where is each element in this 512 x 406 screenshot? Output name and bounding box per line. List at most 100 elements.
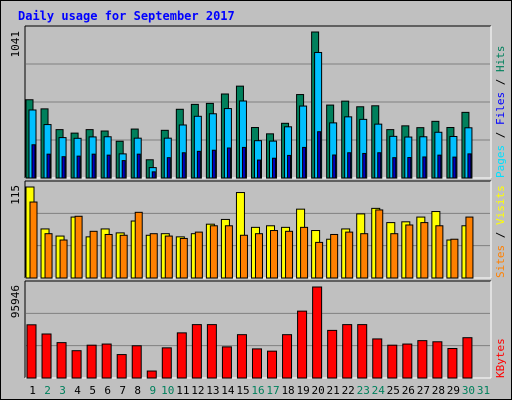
sites-bar bbox=[285, 230, 294, 279]
sites-bar bbox=[134, 211, 143, 279]
kbytes-bar bbox=[372, 338, 383, 379]
x-axis-day-label: 12 bbox=[191, 384, 204, 397]
kbytes-panel bbox=[24, 280, 492, 379]
sites-bar bbox=[420, 222, 429, 279]
legend-label-top: Pages / Files / Hits bbox=[494, 46, 507, 179]
pages-bar bbox=[437, 154, 442, 179]
x-axis-day-label: 30 bbox=[462, 384, 475, 397]
sites-bar bbox=[300, 226, 309, 279]
x-axis-day-label: 4 bbox=[74, 384, 81, 397]
sites-bar bbox=[315, 241, 324, 279]
x-axis-day-label: 16 bbox=[251, 384, 264, 397]
pages-bar bbox=[452, 156, 457, 179]
kbytes-bar bbox=[236, 334, 247, 379]
sites-bar bbox=[345, 231, 354, 279]
x-axis-day-label: 11 bbox=[176, 384, 189, 397]
kbytes-bar bbox=[41, 333, 52, 379]
chart-title: Daily usage for September 2017 bbox=[18, 9, 235, 23]
kbytes-bar bbox=[176, 332, 187, 379]
kbytes-bar bbox=[116, 354, 127, 379]
pages-bar bbox=[377, 152, 382, 179]
kbytes-bar bbox=[327, 329, 338, 379]
pages-bar bbox=[196, 150, 201, 179]
sites-bar bbox=[360, 233, 369, 279]
pages-bar bbox=[407, 157, 412, 179]
pages-bar bbox=[302, 146, 307, 179]
hits-files-pages-panel bbox=[24, 25, 492, 179]
sites-bar bbox=[405, 224, 414, 279]
kbytes-bar bbox=[357, 324, 368, 379]
kbytes-bar bbox=[432, 341, 443, 379]
x-axis-day-label: 19 bbox=[296, 384, 309, 397]
x-axis-day-label: 6 bbox=[104, 384, 111, 397]
sites-bar bbox=[254, 233, 263, 279]
y-axis-max-label: 115 bbox=[9, 185, 22, 205]
kbytes-bar bbox=[312, 286, 323, 379]
sites-bar bbox=[375, 209, 384, 279]
pages-bar bbox=[31, 144, 36, 179]
legend-label-middle: Sites / Visits bbox=[494, 185, 507, 278]
y-axis-labels: 1041 115 95946 bbox=[9, 31, 22, 318]
x-axis-day-label: 25 bbox=[387, 384, 400, 397]
sites-bar bbox=[164, 235, 173, 279]
sites-bar bbox=[239, 234, 248, 279]
x-axis-day-label: 13 bbox=[206, 384, 219, 397]
x-axis-day-label: 29 bbox=[447, 384, 460, 397]
pages-bar bbox=[226, 147, 231, 179]
x-axis-labels: 1 2 3 4 5 6 7 8 9 10 11 12 13 14 15 16 17 18 19 20 21 22 23 24 2… bbox=[29, 384, 490, 397]
sites-bar bbox=[435, 225, 444, 279]
x-axis-day-label: 15 bbox=[236, 384, 249, 397]
kbytes-bar bbox=[462, 337, 473, 379]
pages-bar bbox=[121, 160, 126, 179]
pages-bar bbox=[166, 157, 171, 179]
x-axis-day-label: 22 bbox=[342, 384, 355, 397]
sites-bar bbox=[330, 233, 339, 279]
sites-bar bbox=[59, 239, 68, 279]
sites-bar bbox=[270, 230, 279, 279]
x-axis-day-label: 20 bbox=[312, 384, 325, 397]
pages-bar bbox=[211, 149, 216, 179]
pages-bar bbox=[317, 131, 322, 179]
kbytes-bar bbox=[342, 324, 353, 379]
x-axis-day-label: 14 bbox=[221, 384, 235, 397]
kbytes-bar bbox=[146, 370, 157, 379]
kbytes-bar bbox=[191, 324, 202, 379]
kbytes-bar bbox=[206, 324, 217, 379]
x-axis-day-label: 26 bbox=[402, 384, 415, 397]
sites-bar bbox=[149, 233, 158, 279]
x-axis-day-label: 23 bbox=[357, 384, 370, 397]
kbytes-bar bbox=[267, 350, 278, 379]
legend-label-bottom: KBytes bbox=[494, 338, 507, 378]
x-axis-day-label: 3 bbox=[59, 384, 66, 397]
sites-bar bbox=[74, 215, 83, 279]
pages-bar bbox=[46, 153, 51, 179]
kbytes-bar bbox=[56, 342, 67, 379]
x-axis-day-label: 24 bbox=[372, 384, 386, 397]
x-axis-day-label: 18 bbox=[281, 384, 294, 397]
pages-bar bbox=[256, 159, 261, 179]
pages-bar bbox=[467, 153, 472, 179]
x-axis-day-label: 31 bbox=[477, 384, 490, 397]
sites-bar bbox=[179, 237, 188, 279]
sites-bar bbox=[89, 230, 98, 279]
x-axis-day-label: 9 bbox=[149, 384, 156, 397]
x-axis-day-label: 27 bbox=[417, 384, 430, 397]
sites-bar bbox=[104, 233, 113, 279]
kbytes-bar bbox=[387, 344, 398, 379]
kbytes-bar bbox=[221, 346, 232, 379]
pages-bar bbox=[106, 154, 111, 179]
x-axis-day-label: 5 bbox=[89, 384, 96, 397]
sites-bar bbox=[224, 225, 233, 279]
sites-bar bbox=[29, 201, 38, 279]
kbytes-bar bbox=[86, 344, 97, 379]
kbytes-bar bbox=[161, 347, 172, 379]
pages-bar bbox=[287, 154, 292, 179]
y-axis-max-label: 1041 bbox=[9, 31, 22, 58]
sites-bar bbox=[44, 233, 53, 279]
sites-bar bbox=[119, 234, 128, 279]
sites-bar bbox=[450, 238, 459, 279]
y-axis-max-label: 95946 bbox=[9, 285, 22, 318]
pages-bar bbox=[181, 152, 186, 179]
x-axis-day-label: 21 bbox=[327, 384, 340, 397]
